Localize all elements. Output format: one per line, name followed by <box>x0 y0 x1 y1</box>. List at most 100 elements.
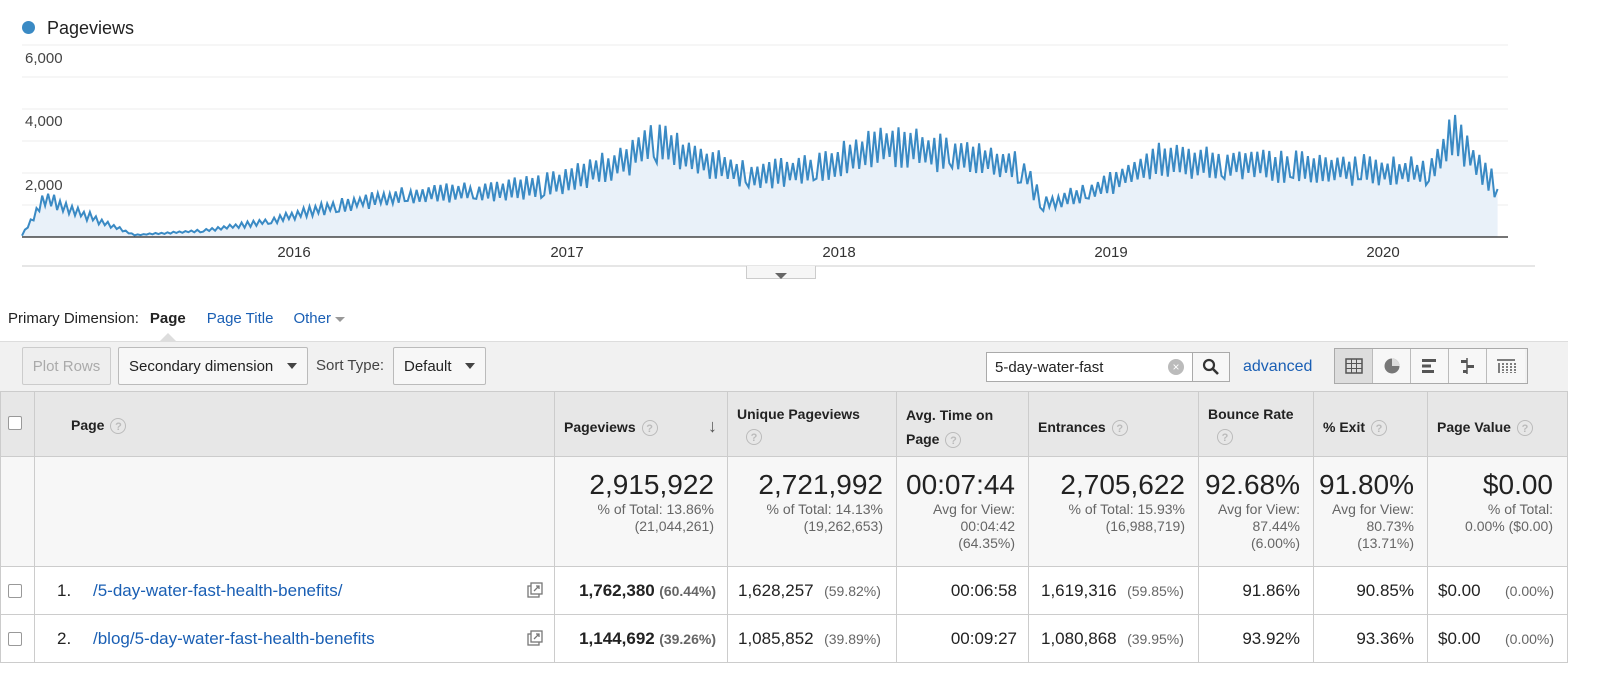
data-point[interactable] <box>337 203 341 207</box>
sort-type-dropdown[interactable]: Default <box>393 347 486 385</box>
primary-dimension-page[interactable]: Page <box>149 310 186 327</box>
help-icon[interactable]: ? <box>110 418 127 435</box>
data-point[interactable] <box>1427 171 1431 175</box>
select-all-checkbox[interactable] <box>8 416 22 430</box>
totals-entrances: 2,705,622 <box>1060 469 1185 500</box>
row-pageviews-pct: (60.44%) <box>659 583 716 599</box>
data-point[interactable] <box>950 152 954 156</box>
data-point[interactable] <box>43 197 47 201</box>
pageviews-line-chart[interactable] <box>0 0 1600 280</box>
help-icon[interactable]: ? <box>746 429 762 446</box>
bar-view-icon[interactable] <box>1411 349 1449 383</box>
totals-value-cell: $0.00 % of Total: 0.00% ($0.00) <box>1427 457 1568 567</box>
row-checkbox[interactable] <box>8 632 22 646</box>
row-page-link[interactable]: /5-day-water-fast-health-benefits/ <box>93 581 343 600</box>
x-tick-label: 2019 <box>1094 244 1128 261</box>
column-header-unique-label: Unique Pageviews <box>737 406 860 422</box>
column-header-bounce-rate[interactable]: Bounce Rate? <box>1198 391 1314 457</box>
totals-unique-pct: % of Total: 14.13% <box>766 501 883 517</box>
data-point[interactable] <box>474 190 478 194</box>
data-point[interactable] <box>1019 165 1023 169</box>
y-tick-label: 6,000 <box>25 50 63 67</box>
data-point[interactable] <box>201 229 205 233</box>
table-row[interactable]: 2. /blog/5-day-water-fast-health-benefit… <box>0 615 1568 663</box>
chevron-down-icon <box>287 363 297 369</box>
column-header-page[interactable]: Page? <box>34 391 555 457</box>
data-point[interactable] <box>609 165 613 169</box>
secondary-dimension-dropdown[interactable]: Secondary dimension <box>118 347 308 385</box>
totals-exit: 91.80% <box>1319 469 1414 500</box>
row-entrances-pct: (39.95%) <box>1127 631 1184 647</box>
help-icon[interactable]: ? <box>945 432 962 449</box>
data-point[interactable] <box>1087 190 1091 194</box>
comparison-view-icon[interactable] <box>1449 349 1487 383</box>
primary-dimension-other[interactable]: Other <box>293 310 345 327</box>
totals-exit-cell: 91.80% Avg for View: 80.73% (13.71%) <box>1313 457 1428 567</box>
help-icon[interactable]: ? <box>1111 420 1128 437</box>
data-point[interactable] <box>20 233 24 237</box>
totals-avg-time-cell: 00:07:44 Avg for View: 00:04:42 (64.35%) <box>896 457 1029 567</box>
row-page-link[interactable]: /blog/5-day-water-fast-health-benefits <box>93 629 375 648</box>
column-header-exit[interactable]: % Exit? <box>1313 391 1428 457</box>
table-view-icon[interactable] <box>1335 349 1373 383</box>
row-entrances: 1,080,868 <box>1041 629 1117 648</box>
advanced-filter-link[interactable]: advanced <box>1243 358 1313 375</box>
primary-dimension-other-label: Other <box>293 310 331 327</box>
row-index: 1. <box>57 581 72 600</box>
pivot-view-icon[interactable] <box>1487 349 1525 383</box>
row-checkbox[interactable] <box>8 584 22 598</box>
help-icon[interactable]: ? <box>1217 429 1233 446</box>
row-pageviews: 1,762,380 <box>579 581 655 600</box>
data-point[interactable] <box>655 139 659 143</box>
sort-type-value: Default <box>404 357 452 375</box>
search-button[interactable] <box>1192 352 1230 382</box>
open-link-icon[interactable] <box>527 582 543 598</box>
help-icon[interactable]: ? <box>1516 420 1533 437</box>
data-point[interactable] <box>1154 158 1158 162</box>
row-index: 2. <box>57 629 72 648</box>
select-all-cell <box>0 391 35 457</box>
clear-icon[interactable]: × <box>1168 359 1184 375</box>
chart-collapse-toggle[interactable] <box>746 266 816 279</box>
data-point[interactable] <box>1223 161 1227 165</box>
data-point[interactable] <box>814 168 818 172</box>
data-point[interactable] <box>1359 168 1363 172</box>
help-icon[interactable]: ? <box>641 420 658 437</box>
column-header-unique-pageviews[interactable]: Unique Pageviews? <box>727 391 897 457</box>
data-point[interactable] <box>1041 203 1045 207</box>
totals-value-label: % of Total: <box>1487 501 1553 517</box>
primary-dimension-bar: Primary Dimension: Page Page Title Other <box>8 310 345 327</box>
sort-descending-icon: ↓ <box>708 416 717 436</box>
row-unique: 1,628,257 <box>738 581 814 600</box>
column-header-page-label: Page <box>71 417 105 433</box>
totals-value-pct: 0.00% ($0.00) <box>1465 518 1553 534</box>
data-point[interactable] <box>406 193 410 197</box>
pie-view-icon[interactable] <box>1373 349 1411 383</box>
column-header-entrances[interactable]: Entrances? <box>1028 391 1199 457</box>
search-icon <box>1202 358 1219 375</box>
data-point[interactable] <box>269 219 273 223</box>
plot-rows-button[interactable]: Plot Rows <box>22 347 111 385</box>
open-link-icon[interactable] <box>527 630 543 646</box>
column-header-avg-time[interactable]: Avg. Time on Page? <box>896 391 1029 457</box>
data-point[interactable] <box>747 174 751 178</box>
table-filter-input[interactable]: 5-day-water-fast × <box>986 352 1193 382</box>
row-value-pct: (0.00%) <box>1505 631 1555 647</box>
data-point[interactable] <box>1496 187 1500 191</box>
help-icon[interactable]: ? <box>1371 420 1388 437</box>
data-point[interactable] <box>133 233 137 237</box>
table-row[interactable]: 1. /5-day-water-fast-health-benefits/ 1,… <box>0 567 1568 615</box>
data-point[interactable] <box>1450 133 1454 137</box>
table-filter-value: 5-day-water-fast <box>995 358 1104 376</box>
primary-dimension-page-title[interactable]: Page Title <box>206 310 274 327</box>
data-point[interactable] <box>882 142 886 146</box>
totals-exit-view: 80.73% <box>1366 518 1414 534</box>
column-header-page-value[interactable]: Page Value? <box>1427 391 1568 457</box>
y-tick-label: 4,000 <box>25 113 63 130</box>
sort-type-label: Sort Type: <box>316 357 385 374</box>
data-point[interactable] <box>1291 165 1295 169</box>
data-point[interactable] <box>678 152 682 156</box>
data-point[interactable] <box>542 184 546 188</box>
row-value: $0.00 <box>1438 629 1481 648</box>
column-header-pageviews[interactable]: Pageviews? ↓ <box>554 391 728 457</box>
